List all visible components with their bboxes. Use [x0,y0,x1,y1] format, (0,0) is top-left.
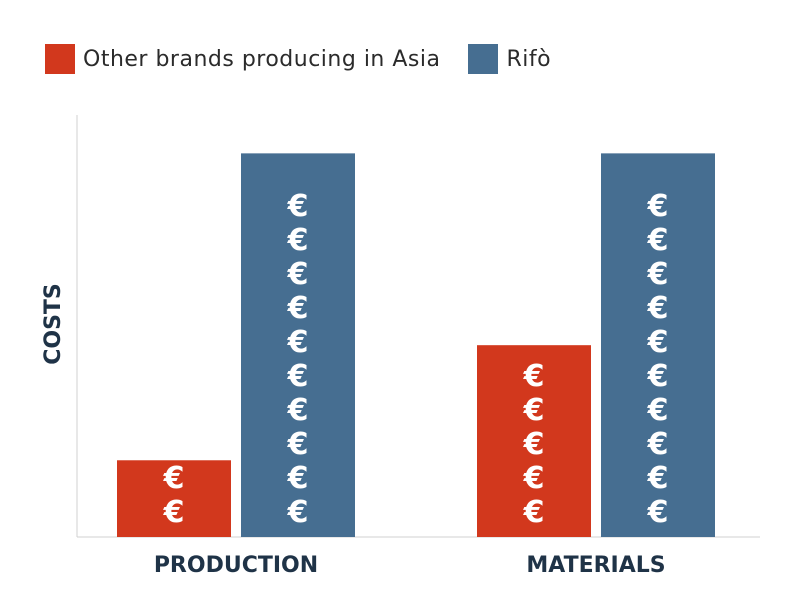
euro-symbol: € [287,257,309,292]
euro-symbol: € [523,427,545,462]
x-tick-label-production: PRODUCTION [154,553,318,578]
euro-symbol: € [647,325,669,360]
euro-symbol: € [287,291,309,326]
euro-symbol: € [647,495,669,530]
euro-symbol: € [647,257,669,292]
euro-symbol: € [647,291,669,326]
euro-symbol: € [647,393,669,428]
bar-materials-series-2 [601,153,715,537]
legend-item-other-brands: Other brands producing in Asia [45,44,440,74]
euro-symbol: € [647,427,669,462]
euro-symbol: € [163,495,185,530]
euro-symbol: € [287,427,309,462]
chart-legend: Other brands producing in Asia Rifò [45,44,579,74]
euro-symbol: € [523,461,545,496]
euro-symbol: € [523,359,545,394]
euro-symbol: € [647,359,669,394]
euro-symbol: € [287,223,309,258]
euro-symbol: € [287,393,309,428]
x-tick-label-materials: MATERIALS [526,553,665,578]
euro-symbol: € [287,461,309,496]
bar-production-series-1 [117,460,231,537]
euro-symbol: € [287,359,309,394]
euro-symbol: € [523,495,545,530]
legend-label-other-brands: Other brands producing in Asia [83,46,441,72]
legend-item-rifo: Rifò [468,44,551,74]
euro-symbol: € [287,325,309,360]
euro-symbol: € [647,461,669,496]
euro-symbol: € [287,495,309,530]
euro-symbol: € [287,189,309,224]
bar-materials-series-1 [477,345,591,537]
y-axis-label: COSTS [41,283,66,365]
bar-production-series-2 [241,153,355,537]
euro-symbol: € [163,461,185,496]
euro-symbol: € [523,393,545,428]
euro-symbol: € [647,189,669,224]
legend-label-rifo: Rifò [506,46,552,72]
legend-swatch-rifo [468,44,499,74]
legend-swatch-other-brands [45,44,75,74]
euro-symbol: € [647,223,669,258]
